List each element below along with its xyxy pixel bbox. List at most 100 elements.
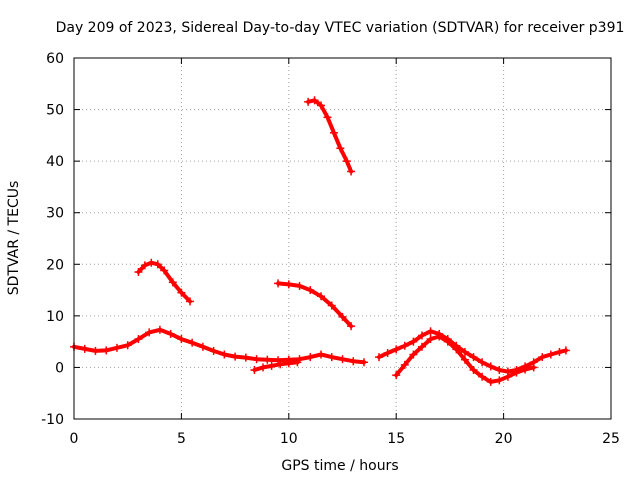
data-point — [546, 350, 555, 359]
data-point — [435, 332, 444, 341]
series-trace — [72, 327, 366, 365]
data-point — [252, 355, 261, 364]
data-point — [460, 347, 469, 356]
data-point — [317, 350, 326, 359]
data-point — [140, 261, 149, 270]
data-point — [274, 279, 283, 288]
data-point — [555, 347, 564, 356]
data-point — [392, 345, 401, 354]
x-axis-label: GPS time / hours — [281, 458, 398, 474]
data-point — [91, 346, 100, 355]
data-point — [512, 368, 521, 377]
data-point — [160, 266, 169, 275]
x-tick-label: 10 — [280, 431, 298, 447]
data-point — [231, 352, 240, 361]
series-arc-1 — [134, 258, 194, 306]
chart-title: Day 209 of 2023, Sidereal Day-to-day VTE… — [56, 20, 625, 36]
series-arc-3 — [304, 96, 356, 176]
data-point — [145, 328, 154, 337]
data-point — [469, 353, 478, 362]
data-point — [529, 363, 538, 372]
data-point — [123, 341, 132, 350]
data-point — [198, 342, 207, 351]
y-tick-label: 30 — [46, 206, 64, 222]
data-point — [503, 372, 512, 381]
data-point — [338, 312, 347, 321]
data-point — [338, 355, 347, 364]
data-point — [478, 372, 487, 381]
data-point — [220, 350, 229, 359]
y-tick-label: 50 — [46, 103, 64, 119]
data-point — [317, 101, 326, 110]
data-point — [347, 167, 356, 176]
data-point — [153, 260, 162, 269]
data-point — [327, 301, 336, 310]
data-point — [347, 322, 356, 331]
data-point — [327, 353, 336, 362]
data-point — [317, 292, 326, 301]
data-point — [250, 366, 259, 375]
data-point — [426, 327, 435, 336]
data-point — [188, 338, 197, 347]
data-point — [561, 346, 570, 355]
data-point — [80, 344, 89, 353]
data-point — [495, 366, 504, 375]
data-point — [166, 329, 175, 338]
data-point — [409, 350, 418, 359]
y-tick-label: 0 — [55, 360, 64, 376]
data-point — [134, 268, 143, 277]
data-point — [521, 365, 530, 374]
data-point — [409, 337, 418, 346]
data-point — [349, 357, 358, 366]
data-point — [478, 358, 487, 367]
data-point — [241, 353, 250, 362]
series-arc-5 — [250, 358, 302, 375]
data-point — [443, 337, 452, 346]
series-trace — [306, 98, 354, 174]
data-point — [284, 359, 293, 368]
x-tick-label: 25 — [602, 431, 620, 447]
data-point — [185, 297, 194, 306]
data-point — [310, 96, 319, 105]
data-point — [359, 358, 368, 367]
data-point — [168, 278, 177, 287]
data-point — [426, 335, 435, 344]
data-point — [304, 97, 313, 106]
data-point — [293, 358, 302, 367]
data-point — [295, 281, 304, 290]
y-tick-labels: -10 0 10 20 30 40 50 60 — [41, 51, 64, 428]
data-point — [486, 362, 495, 371]
data-point — [400, 341, 409, 350]
data-point — [209, 346, 218, 355]
data-point — [263, 355, 272, 364]
data-series — [70, 96, 570, 386]
plot-frame — [73, 57, 612, 420]
series-arc-7 — [392, 332, 538, 386]
data-point — [267, 361, 276, 370]
data-point — [452, 345, 461, 354]
y-tick-label: 10 — [46, 309, 64, 325]
y-tick-label: 60 — [46, 51, 64, 67]
data-point — [306, 353, 315, 362]
data-point — [112, 343, 121, 352]
data-point — [177, 335, 186, 344]
data-point — [259, 363, 268, 372]
y-tick-label: -10 — [41, 412, 64, 428]
data-point — [392, 371, 401, 380]
data-point — [383, 348, 392, 357]
y-axis-label: SDTVAR / TECUs — [6, 181, 22, 296]
data-point — [375, 353, 384, 362]
data-point — [417, 331, 426, 340]
data-point — [538, 353, 547, 362]
data-point — [102, 346, 111, 355]
data-point — [276, 360, 285, 369]
data-point — [284, 280, 293, 289]
x-tick-label: 0 — [70, 431, 79, 447]
y-tick-label: 20 — [46, 257, 64, 273]
data-point — [329, 128, 338, 137]
data-point — [495, 376, 504, 385]
x-tick-label: 5 — [177, 431, 186, 447]
y-tick-label: 40 — [46, 154, 64, 170]
x-tick-labels: 0 5 10 15 20 25 — [70, 431, 620, 447]
